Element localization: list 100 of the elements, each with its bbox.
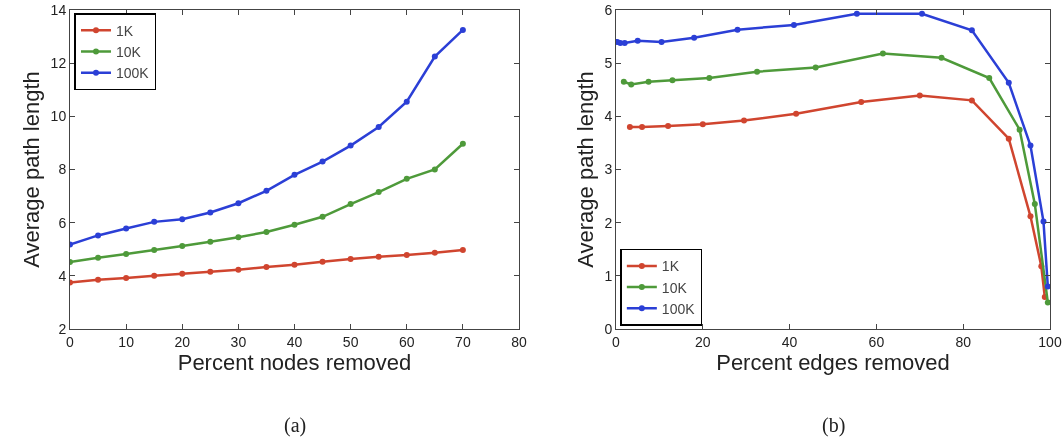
- point: [179, 270, 186, 277]
- y-axis-title: Average path length: [19, 71, 45, 268]
- x-tick-label: 100: [1038, 333, 1062, 350]
- point: [790, 21, 797, 28]
- legend-label: 100K: [661, 300, 696, 317]
- point: [403, 252, 410, 259]
- y-tick-label: 3: [604, 161, 613, 178]
- text: (a): [284, 414, 307, 437]
- text: (b): [822, 414, 846, 437]
- point: [986, 75, 993, 82]
- point: [459, 26, 466, 33]
- point: [938, 54, 945, 61]
- x-tick-label: 60: [398, 333, 415, 350]
- x-tick-label: 70: [455, 333, 471, 350]
- x-tick-label: 80: [511, 333, 527, 350]
- point: [95, 254, 102, 261]
- x-tick-label: 30: [230, 333, 247, 350]
- y-axis-title: Average path length: [573, 71, 599, 268]
- point: [741, 117, 748, 124]
- point: [403, 175, 410, 182]
- x-axis-title: Percent nodes removed: [177, 349, 412, 375]
- point: [1016, 126, 1023, 133]
- point: [179, 216, 186, 223]
- point: [347, 201, 354, 208]
- point: [620, 78, 627, 85]
- y-tick-label: 6: [58, 214, 67, 231]
- point: [691, 34, 698, 41]
- point: [291, 261, 298, 268]
- point: [669, 77, 676, 84]
- y-tick-label: 4: [58, 267, 67, 284]
- y-tick-label: 12: [50, 55, 67, 72]
- point: [319, 258, 326, 265]
- point: [968, 27, 975, 34]
- point: [1005, 79, 1012, 86]
- point: [95, 276, 102, 283]
- point: [626, 123, 633, 130]
- legend-label: 1K: [115, 22, 134, 39]
- point: [1005, 135, 1012, 142]
- x-tick-label: 40: [286, 333, 303, 350]
- point: [95, 232, 102, 239]
- point: [812, 64, 819, 71]
- point: [1044, 299, 1050, 306]
- point: [207, 238, 214, 245]
- x-tick-label: 60: [868, 333, 885, 350]
- y-tick-label: 6: [604, 1, 613, 18]
- point: [291, 171, 298, 178]
- y-tick-label: 5: [604, 55, 613, 72]
- point: [347, 256, 354, 263]
- point: [634, 37, 641, 44]
- point: [639, 123, 646, 130]
- legend-label: 10K: [661, 279, 688, 296]
- y-tick-label: 1: [604, 267, 613, 284]
- legend-label: 10K: [115, 43, 142, 60]
- point: [658, 38, 665, 45]
- point: [151, 218, 158, 225]
- point: [375, 123, 382, 130]
- point: [1031, 201, 1038, 208]
- x-tick-label: 20: [174, 333, 191, 350]
- point: [207, 209, 214, 216]
- point: [403, 98, 410, 105]
- y-tick-label: 4: [604, 108, 613, 125]
- y-tick-label: 8: [58, 161, 67, 178]
- point: [628, 81, 635, 88]
- point: [754, 68, 761, 75]
- point: [968, 97, 975, 104]
- point: [235, 200, 242, 207]
- point: [263, 264, 270, 271]
- point: [207, 268, 214, 275]
- x-tick-label: 40: [781, 333, 798, 350]
- point: [431, 166, 438, 173]
- point: [459, 140, 466, 147]
- point: [123, 251, 130, 258]
- y-tick-label: 2: [604, 214, 613, 231]
- point: [431, 53, 438, 60]
- point: [319, 213, 326, 220]
- point: [918, 10, 925, 17]
- point: [151, 247, 158, 254]
- x-tick-label: 80: [955, 333, 972, 350]
- point: [706, 75, 713, 82]
- y-tick-label: 14: [50, 1, 67, 18]
- point: [1027, 142, 1034, 149]
- point: [319, 158, 326, 165]
- point: [375, 253, 382, 260]
- legend-label: 1K: [661, 258, 680, 275]
- point: [179, 243, 186, 250]
- point: [291, 221, 298, 228]
- point: [916, 92, 923, 99]
- x-tick-label: 10: [118, 333, 135, 350]
- x-axis-title: Percent edges removed: [716, 349, 950, 375]
- point: [375, 189, 382, 196]
- point: [621, 39, 628, 46]
- point: [734, 26, 741, 33]
- point: [1044, 283, 1050, 290]
- y-tick-label: 10: [50, 108, 67, 125]
- point: [665, 122, 672, 129]
- point: [347, 142, 354, 149]
- point: [151, 272, 158, 279]
- point: [459, 247, 466, 254]
- x-tick-label: 20: [695, 333, 711, 350]
- point: [1027, 213, 1034, 220]
